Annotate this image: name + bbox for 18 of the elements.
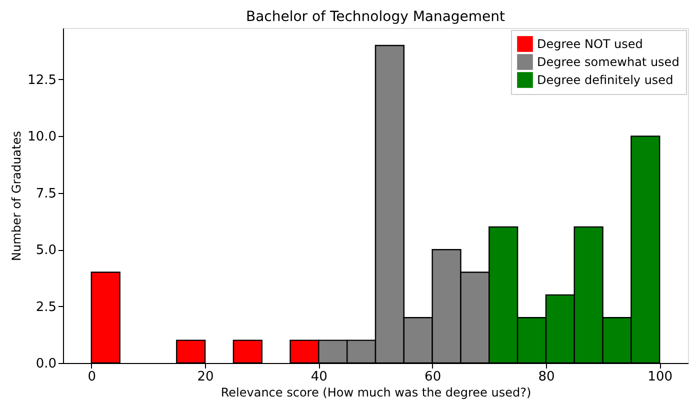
y-tick-label: 12.5 xyxy=(28,72,56,88)
chart-title: Bachelor of Technology Management xyxy=(246,9,506,25)
y-tick-label: 7.5 xyxy=(36,186,56,202)
y-tick-label: 2.5 xyxy=(36,300,56,315)
legend-label: Degree definitely used xyxy=(537,73,674,87)
y-tick-label: 5.0 xyxy=(36,243,56,258)
y-tick-label: 10.0 xyxy=(28,130,56,145)
x-axis-title: Relevance score (How much was the degree used?) xyxy=(220,386,532,400)
x-tick-label: 100 xyxy=(648,370,673,384)
legend-label: Degree NOT used xyxy=(537,37,643,51)
y-axis-title: Number of Graduates xyxy=(10,131,24,261)
x-tick-label: 0 xyxy=(88,370,96,384)
legend-label: Degree somewhat used xyxy=(537,55,680,69)
y-tick-label: 0.0 xyxy=(36,356,56,372)
x-tick-label: 60 xyxy=(424,370,442,384)
x-tick-label: 80 xyxy=(538,370,555,384)
x-tick-label: 20 xyxy=(197,370,214,384)
x-tick-label: 40 xyxy=(310,370,328,384)
